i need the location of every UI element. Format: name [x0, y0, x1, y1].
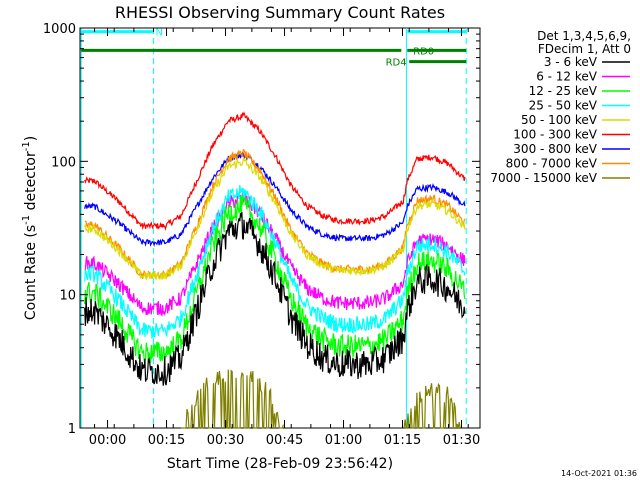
legend-label-2: 6 - 12 keV [536, 70, 598, 84]
timestamp: 14-Oct-2021 01:36 [561, 469, 637, 478]
x-tick-label-4: 00:45 [266, 433, 303, 448]
series-line-4 [84, 184, 466, 339]
x-axis-label: Start Time (28-Feb-09 23:56:42) [167, 456, 393, 472]
y-tick-label-2: 10 [59, 289, 76, 304]
x-tick-label-1: 00:00 [89, 433, 126, 448]
y-axis-label: Count Rate (s-1 detector-1) [21, 136, 39, 320]
x-tick-label-3: 00:30 [207, 433, 244, 448]
series-line-7 [84, 151, 466, 247]
x-tick-label-6: 01:15 [384, 433, 421, 448]
series-line-6 [84, 111, 466, 231]
x-axis-ticks: 00:00 00:15 00:30 00:45 01:00 01:15 01:30 [89, 28, 480, 448]
annotation-label-n: N [156, 28, 163, 39]
annotation-label-rd0: RD0 [413, 46, 434, 57]
series-line-5 [84, 157, 466, 281]
x-tick-label-5: 01:00 [325, 433, 362, 448]
legend-label-9: 7000 - 15000 keV [490, 171, 597, 185]
legend-label-8: 800 - 7000 keV [506, 157, 598, 171]
y-axis-label-end: ) [23, 136, 39, 141]
y-axis-label-sup1: -1 [21, 215, 32, 225]
legend-label-6: 100 - 300 keV [513, 128, 597, 142]
legend-header-line-1: Det 1,3,4,5,6,9, [537, 29, 631, 43]
legend-label-4: 25 - 50 keV [529, 99, 598, 113]
y-axis-label-main: Count Rate (s [23, 225, 39, 320]
legend-header-line-2: FDecim 1, Att 0 [538, 42, 631, 56]
series-line-9-burst-2 [403, 382, 461, 429]
series-line-1 [84, 212, 466, 386]
x-tick-label-2: 00:15 [148, 433, 185, 448]
x-tick-label-7: 01:30 [443, 433, 480, 448]
y-tick-label-4: 1000 [43, 22, 76, 37]
y-tick-label-3: 100 [51, 155, 76, 170]
y-axis-ticks: 1 10 100 1000 [43, 22, 480, 437]
series-line-2 [84, 192, 466, 317]
y-tick-label-1: 1 [68, 422, 76, 437]
annotations: N RD0 RD4 [81, 28, 467, 69]
y-axis-label-mid: detector [23, 151, 39, 215]
legend-label-1: 3 - 6 keV [544, 55, 598, 69]
series-group [84, 111, 466, 429]
y-axis-label-sup2: -1 [21, 141, 32, 151]
series-line-9-burst-1 [181, 369, 284, 429]
legend-label-3: 12 - 25 keV [529, 84, 598, 98]
chart-title: RHESSI Observing Summary Count Rates [115, 3, 445, 22]
series-line-3 [84, 195, 466, 364]
plot-area: N RD0 RD4 00:00 00:15 00:30 00:45 01:00 01:15 01… [43, 22, 481, 448]
legend-label-7: 300 - 800 keV [513, 142, 597, 156]
annotation-label-rd4: RD4 [386, 58, 407, 69]
legend-label-5: 50 - 100 keV [521, 113, 598, 127]
legend: Det 1,3,4,5,6,9, FDecim 1, Att 0 3 - 6 k… [490, 29, 631, 185]
